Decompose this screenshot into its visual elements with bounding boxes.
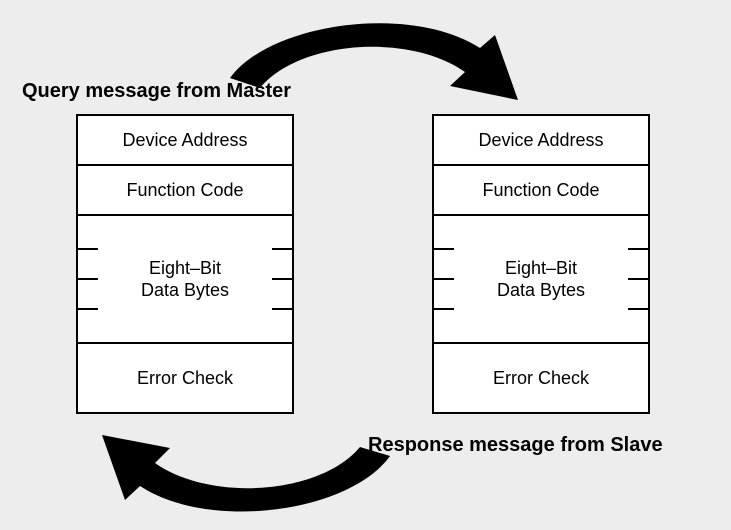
row-device-address: Device Address xyxy=(434,116,648,166)
row-error-check: Error Check xyxy=(78,344,292,412)
data-line1: Eight–Bit xyxy=(149,257,221,280)
data-line2: Data Bytes xyxy=(497,279,585,302)
slave-frame: Device Address Function Code Eight–Bit D… xyxy=(432,114,650,414)
row-function-code: Function Code xyxy=(434,166,648,216)
row-function-code: Function Code xyxy=(78,166,292,216)
row-data-bytes: Eight–Bit Data Bytes xyxy=(434,216,648,344)
data-line1: Eight–Bit xyxy=(505,257,577,280)
row-error-check: Error Check xyxy=(434,344,648,412)
master-frame: Device Address Function Code Eight–Bit D… xyxy=(76,114,294,414)
response-label: Response message from Slave xyxy=(368,434,663,457)
row-device-address: Device Address xyxy=(78,116,292,166)
data-line2: Data Bytes xyxy=(141,279,229,302)
row-data-bytes: Eight–Bit Data Bytes xyxy=(78,216,292,344)
arrow-query xyxy=(210,8,540,118)
arrow-response xyxy=(80,420,410,530)
